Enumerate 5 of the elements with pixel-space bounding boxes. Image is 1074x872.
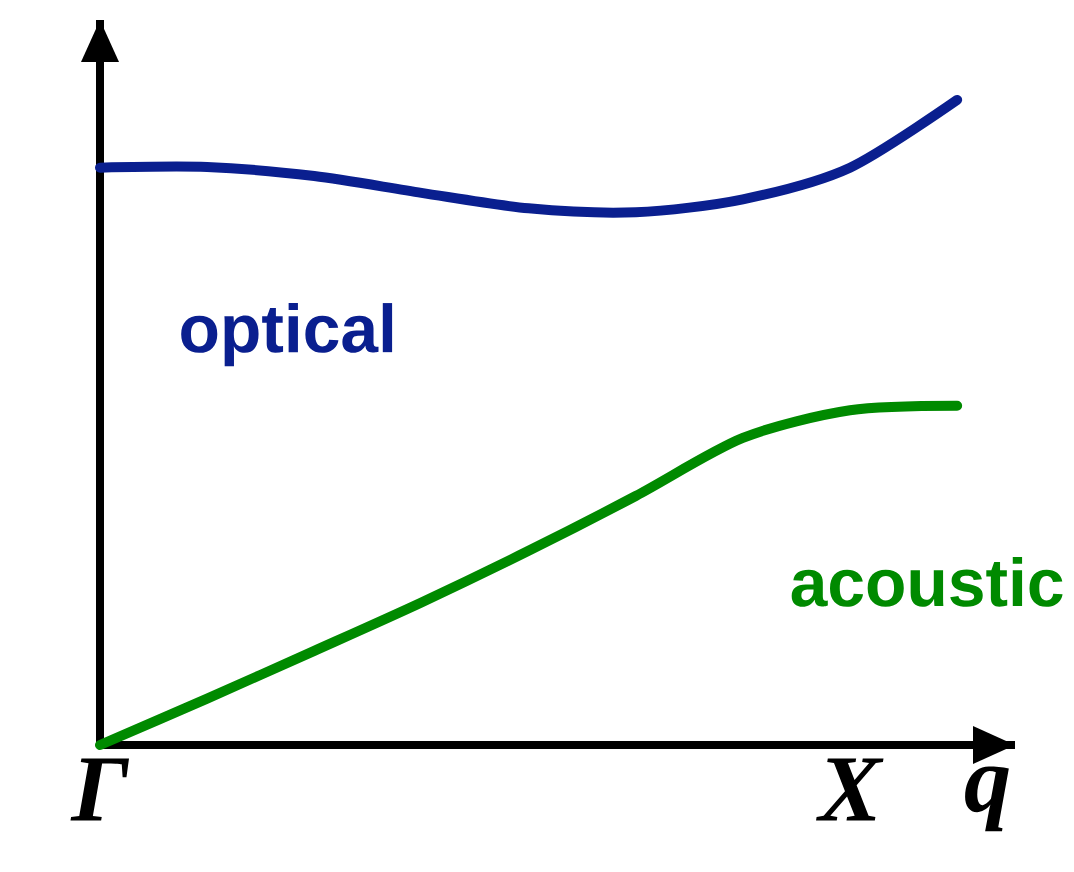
x-tick-label: X — [816, 758, 884, 821]
x-axis-title: q — [965, 766, 1009, 832]
x-tick-label: Γ — [70, 758, 129, 821]
series-label: optical — [181, 303, 393, 367]
series-label: acoustic — [791, 556, 1063, 607]
